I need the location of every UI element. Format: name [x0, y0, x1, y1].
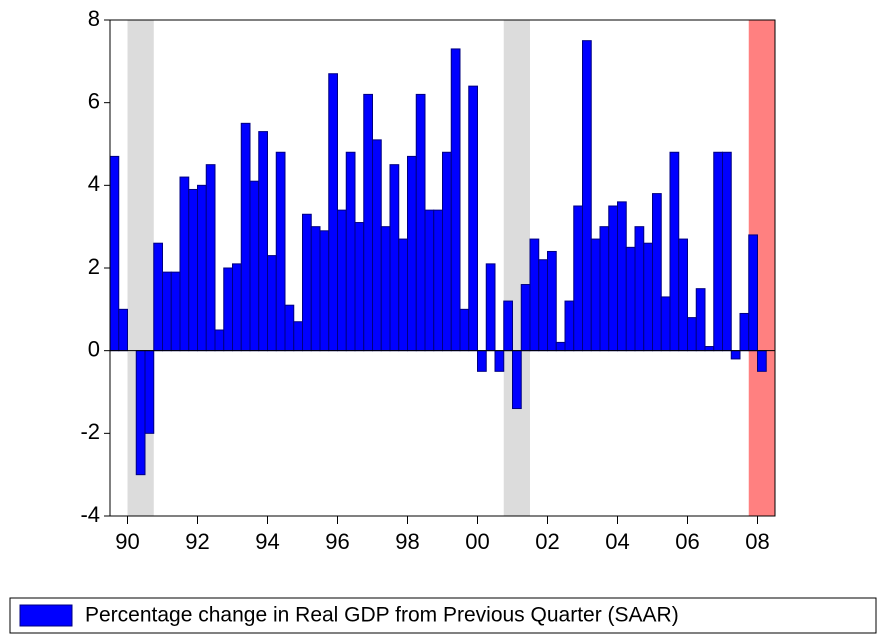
bar [118, 308, 128, 352]
bar [337, 209, 347, 352]
bar [652, 193, 662, 352]
legend-label: Percentage change in Real GDP from Previ… [85, 604, 679, 627]
y-tick-label: 0 [88, 336, 100, 361]
bar [267, 255, 277, 352]
bar [529, 238, 540, 352]
bar [608, 205, 618, 352]
bar [748, 234, 758, 352]
bar [328, 73, 338, 352]
legend-box [9, 597, 877, 634]
bar [599, 226, 610, 352]
bar [704, 346, 715, 352]
bar [389, 164, 400, 352]
bar [258, 131, 268, 352]
bar [205, 164, 216, 352]
x-tick-label: 00 [465, 529, 489, 554]
bar [380, 226, 391, 352]
bar [757, 350, 767, 372]
bar [293, 321, 303, 352]
y-tick-label: 6 [88, 88, 100, 113]
bar [214, 329, 225, 352]
bar [520, 284, 531, 352]
bar [415, 93, 426, 352]
bar [730, 350, 741, 360]
bar [547, 250, 557, 352]
y-tick-label: 2 [88, 254, 100, 279]
bar [135, 350, 146, 476]
bar [643, 242, 653, 352]
bar [582, 40, 592, 352]
bar [687, 317, 697, 352]
bar [144, 350, 155, 434]
bar [179, 176, 190, 352]
bar [739, 312, 750, 352]
x-tick-label: 04 [605, 529, 629, 554]
bar [407, 155, 417, 352]
bar [538, 259, 548, 352]
bar [503, 300, 513, 352]
bar [310, 226, 321, 352]
bar [302, 213, 312, 352]
bar [713, 151, 723, 352]
x-tick-label: 08 [745, 529, 769, 554]
bar [564, 300, 575, 352]
bar [354, 222, 365, 352]
bar [363, 93, 373, 352]
bar [188, 188, 198, 352]
bar [345, 151, 356, 352]
x-tick-label: 92 [185, 529, 209, 554]
y-tick-label: 4 [88, 171, 100, 196]
bar [284, 304, 295, 352]
bar [660, 296, 671, 352]
bar [468, 85, 478, 352]
y-tick-label: -4 [80, 502, 100, 527]
bar [494, 350, 505, 372]
bar [512, 350, 522, 410]
y-tick-label: -2 [80, 419, 100, 444]
bar [275, 151, 286, 352]
bar [109, 155, 120, 352]
bar [450, 48, 461, 352]
y-tick-label: 8 [88, 6, 100, 31]
x-tick-label: 98 [395, 529, 419, 554]
x-tick-label: 96 [325, 529, 349, 554]
x-tick-label: 94 [255, 529, 279, 554]
x-tick-label: 06 [675, 529, 699, 554]
bar [722, 151, 732, 352]
bar [249, 180, 260, 352]
bar [477, 350, 487, 372]
bar [197, 184, 207, 352]
bar [678, 238, 688, 352]
bar [162, 271, 172, 352]
bar [372, 139, 382, 352]
bar [573, 205, 583, 352]
bar [485, 263, 496, 352]
bar [433, 209, 443, 352]
bar [555, 341, 566, 352]
bar [625, 246, 636, 352]
x-tick-label: 02 [535, 529, 559, 554]
bar [223, 267, 233, 352]
bar [240, 122, 251, 352]
bar [590, 238, 601, 352]
legend-swatch [19, 604, 73, 627]
shaded-region [503, 20, 530, 516]
bar [153, 242, 163, 352]
bar [634, 226, 645, 352]
bar [319, 230, 330, 352]
bar [170, 271, 181, 352]
bar [398, 238, 408, 352]
bar [424, 209, 435, 352]
bar [459, 308, 470, 352]
bar [232, 263, 242, 352]
x-tick-label: 90 [115, 529, 139, 554]
bar [617, 201, 627, 352]
plot-area [109, 19, 776, 517]
bar [669, 151, 680, 352]
bar [442, 151, 452, 352]
bar [695, 288, 706, 352]
